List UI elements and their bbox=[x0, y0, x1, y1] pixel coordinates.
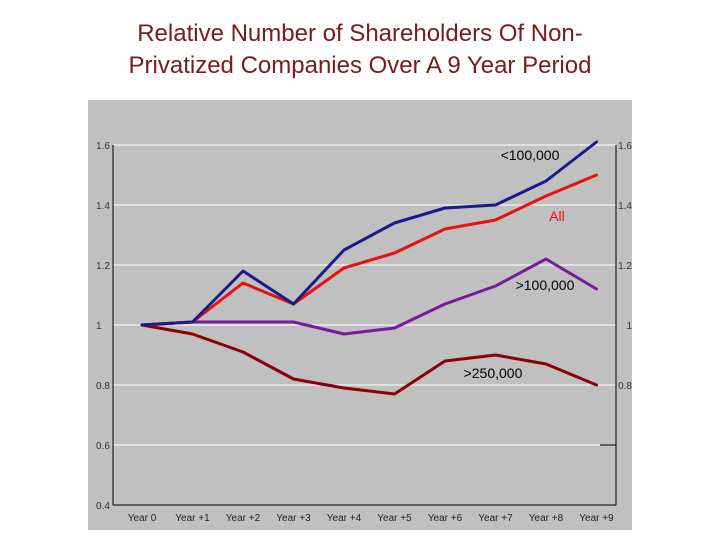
x-tick-label-9: Year +9 bbox=[579, 513, 614, 524]
x-tick-label-0: Year 0 bbox=[128, 513, 157, 524]
x-tick-label-1: Year +1 bbox=[175, 513, 210, 524]
x-tick-label-6: Year +6 bbox=[428, 513, 463, 524]
chart-title: Relative Number of Shareholders Of Non- … bbox=[0, 18, 720, 82]
x-tick-label-2: Year +2 bbox=[226, 513, 261, 524]
series-line-2 bbox=[140, 257, 598, 336]
right-tick-label-2: 1.2 bbox=[618, 261, 632, 272]
y-tick-label-5: 1.4 bbox=[96, 201, 110, 212]
series-label-0: <100,000 bbox=[501, 147, 560, 163]
y-tick-label-2: 0.8 bbox=[96, 381, 110, 392]
y-tick-label-6: 1.6 bbox=[96, 141, 110, 152]
right-tick-labels: 0.8 1 1.2 1.4 1.6 bbox=[618, 141, 632, 392]
axes bbox=[112, 145, 617, 506]
series-labels: <100,000 All >100,000 >250,000 bbox=[464, 147, 575, 381]
y-tick-label-1: 0.6 bbox=[96, 441, 110, 452]
x-tick-labels: Year 0 Year +1 Year +2 Year +3 Year +4 Year +… bbox=[128, 513, 614, 524]
x-tick-label-5: Year +5 bbox=[377, 513, 412, 524]
x-tick-label-4: Year +4 bbox=[327, 513, 362, 524]
right-tick-label-1: 1 bbox=[626, 321, 632, 332]
x-tick-label-8: Year +8 bbox=[529, 513, 564, 524]
y-tick-labels: 0.4 0.6 0.8 1 1.2 1.4 1.6 bbox=[96, 141, 110, 512]
y-tick-label-0: 0.4 bbox=[96, 501, 110, 512]
series-line-1 bbox=[140, 173, 598, 327]
series-line-0 bbox=[140, 140, 598, 327]
chart-title-line2: Privatized Companies Over A 9 Year Perio… bbox=[128, 52, 592, 79]
series-label-1: All bbox=[549, 208, 565, 224]
x-tick-label-7: Year +7 bbox=[478, 513, 513, 524]
series-label-2: >100,000 bbox=[516, 277, 575, 293]
series-line-3 bbox=[140, 323, 598, 396]
x-tick-label-3: Year +3 bbox=[276, 513, 311, 524]
series-lines bbox=[140, 140, 598, 396]
right-tick-label-4: 1.6 bbox=[618, 141, 632, 152]
y-tick-label-3: 1 bbox=[96, 321, 102, 332]
series-label-3: >250,000 bbox=[464, 365, 523, 381]
right-tick-label-3: 1.4 bbox=[618, 201, 632, 212]
right-tick-label-0: 0.8 bbox=[618, 381, 632, 392]
y-tick-label-4: 1.2 bbox=[96, 261, 110, 272]
chart-title-line1: Relative Number of Shareholders Of Non- bbox=[137, 20, 583, 47]
chart-background bbox=[88, 100, 632, 530]
